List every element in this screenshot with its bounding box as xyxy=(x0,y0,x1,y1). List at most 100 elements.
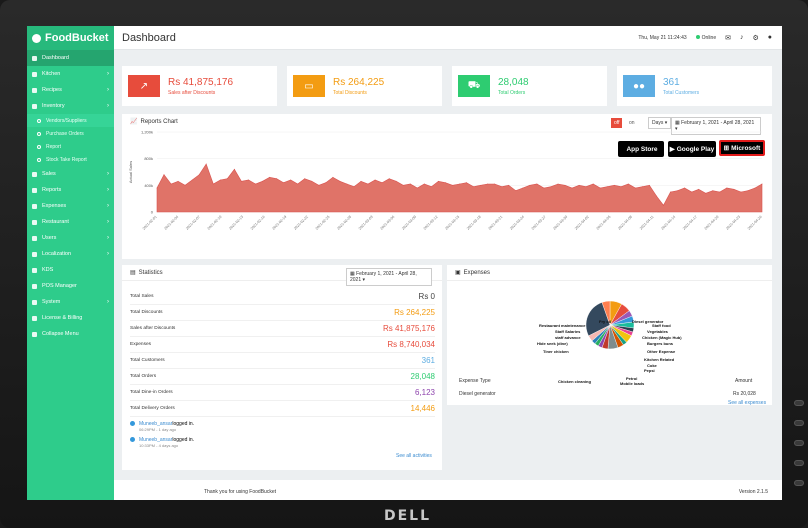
period-select[interactable]: Days ▾ xyxy=(648,117,672,129)
bell-icon[interactable]: ♪ xyxy=(739,34,744,41)
pie-label: Chicken (Magic Hub) xyxy=(642,335,682,340)
x-tick-label: 2021-02-22 xyxy=(293,215,309,231)
data-point xyxy=(473,186,474,188)
reports-icon xyxy=(32,187,37,193)
sidebar-subitem-purchase-orders[interactable]: Purchase Orders xyxy=(27,127,114,140)
app-store-button[interactable]: App Store xyxy=(618,141,664,157)
data-point xyxy=(642,186,643,188)
x-tick-label: 2021-03-18 xyxy=(466,215,482,231)
statistics-value: Rs 0 xyxy=(418,292,435,301)
data-point xyxy=(248,179,249,181)
data-point xyxy=(416,187,418,189)
data-point xyxy=(255,183,256,185)
app-store-label: App Store xyxy=(626,145,658,153)
date-range-picker[interactable]: ▦ February 1, 2021 - April 28, 2021 ▾ xyxy=(671,117,761,135)
data-point xyxy=(719,191,721,193)
activity-user-link[interactable]: Muneeb_ansar xyxy=(139,437,173,443)
sidebar-item-label: Inventory xyxy=(42,103,65,109)
brand[interactable]: FoodBucket xyxy=(27,26,114,50)
data-point xyxy=(184,184,186,186)
data-point xyxy=(360,180,362,182)
sidebar-item-label: System xyxy=(42,299,61,305)
sidebar-item-label: Sales xyxy=(42,171,56,177)
sidebar-item-dashboard[interactable]: Dashboard xyxy=(27,50,114,66)
monitor-button[interactable] xyxy=(794,400,804,406)
sidebar-subitem-stock-take-report[interactable]: Stock Take Report xyxy=(27,153,114,166)
data-point xyxy=(754,187,756,189)
data-point xyxy=(156,187,158,189)
x-tick-label: 2021-02-25 xyxy=(315,215,331,231)
data-point xyxy=(304,178,306,180)
stat-card[interactable]: ⛟ 28,048 Total Orders xyxy=(452,66,607,106)
mail-icon[interactable]: ✉ xyxy=(725,34,731,42)
sidebar-item-system[interactable]: System › xyxy=(27,294,114,310)
sidebar-item-collapse-menu[interactable]: Collapse Menu xyxy=(27,326,114,342)
pie-label: Petrol xyxy=(626,376,638,381)
stat-card[interactable]: ↗ Rs 41,875,176 Sales after Discounts xyxy=(122,66,277,106)
datetime: Thu, May 21 11:24:43 xyxy=(638,34,687,41)
data-point xyxy=(592,183,594,185)
data-point xyxy=(191,179,193,181)
data-point xyxy=(353,186,355,188)
data-point xyxy=(529,184,531,186)
data-point xyxy=(670,191,671,193)
x-tick-label: 2021-03-03 xyxy=(358,215,374,231)
sidebar-item-reports[interactable]: Reports › xyxy=(27,182,114,198)
see-all-expenses-link[interactable]: See all expenses xyxy=(728,400,767,406)
pie-slice[interactable] xyxy=(585,302,611,337)
x-tick-label: 2021-04-14 xyxy=(660,215,676,231)
sidebar-item-localization[interactable]: Localization › xyxy=(27,246,114,262)
sidebar-item-pos-manager[interactable]: POS Manager xyxy=(27,278,114,294)
expenses-card: ▣ Expenses Fry oil Diesel generator Staff … xyxy=(447,265,772,406)
data-point xyxy=(163,174,165,176)
activity-user-link[interactable]: Muneeb_ansar xyxy=(139,421,173,427)
pie-slice[interactable] xyxy=(601,300,611,326)
sidebar-item-license-billing[interactable]: License & Billing xyxy=(27,310,114,326)
sidebar-item-kitchen[interactable]: Kitchen › xyxy=(27,66,114,82)
sidebar-item-inventory[interactable]: Inventory › xyxy=(27,98,114,114)
sidebar-item-users[interactable]: Users › xyxy=(27,230,114,246)
monitor-button[interactable] xyxy=(794,420,804,426)
data-point xyxy=(297,183,299,185)
toggle-on-button[interactable]: on xyxy=(629,120,635,126)
sidebar-item-kds[interactable]: KDS xyxy=(27,262,114,278)
sidebar-subitem-vendors-suppliers[interactable]: Vendors/Suppliers xyxy=(27,114,114,127)
chevron-right-icon: › xyxy=(107,235,109,241)
chevron-right-icon: › xyxy=(107,171,109,177)
expense-type-header: Expense Type xyxy=(459,378,491,384)
google-play-button[interactable]: ▶ Google Play xyxy=(668,141,716,157)
microsoft-store-button[interactable]: ⊞ Microsoft xyxy=(719,140,765,156)
data-point xyxy=(698,188,700,190)
sidebar-item-label: Dashboard xyxy=(42,55,69,61)
windows-icon: ⊞ xyxy=(723,145,730,152)
sidebar-item-label: Restaurant xyxy=(42,219,69,225)
sidebar-item-restaurant[interactable]: Restaurant › xyxy=(27,214,114,230)
statistics-date-picker[interactable]: ▦ February 1, 2021 - April 28, 2021 ▾ xyxy=(346,268,432,286)
statistics-row: Sales after Discounts Rs 41,875,176 xyxy=(130,321,435,337)
stat-label: Sales after Discounts xyxy=(168,89,216,96)
toggle-off-button[interactable]: off xyxy=(611,118,623,128)
sidebar-item-sales[interactable]: Sales › xyxy=(27,166,114,182)
chevron-right-icon: › xyxy=(107,203,109,209)
data-point xyxy=(332,176,334,178)
monitor-button[interactable] xyxy=(794,460,804,466)
system-icon xyxy=(32,299,37,305)
user-icon[interactable]: ● xyxy=(767,34,772,41)
users-icon xyxy=(32,235,37,241)
sidebar-item-expenses[interactable]: Expenses › xyxy=(27,198,114,214)
sidebar-item-label: Expenses xyxy=(42,203,67,209)
circle-icon xyxy=(37,157,41,162)
sidebar-subitem-report[interactable]: Report xyxy=(27,140,114,153)
data-point xyxy=(515,190,517,192)
monitor-power-button[interactable] xyxy=(794,480,804,486)
gear-icon[interactable]: ⚙ xyxy=(752,34,759,42)
stat-card[interactable]: ●● 361 Total Customers xyxy=(617,66,772,106)
pie-label: Burgers buns xyxy=(647,341,674,346)
data-point xyxy=(234,168,235,170)
see-all-activities-link[interactable]: See all activities xyxy=(396,453,432,459)
stat-card[interactable]: ▭ Rs 264,225 Total Discounts xyxy=(287,66,442,106)
x-tick-label: 2021-02-01 xyxy=(142,215,158,231)
monitor-button[interactable] xyxy=(794,440,804,446)
sidebar-item-recipes[interactable]: Recipes › xyxy=(27,82,114,98)
data-point xyxy=(684,187,685,189)
